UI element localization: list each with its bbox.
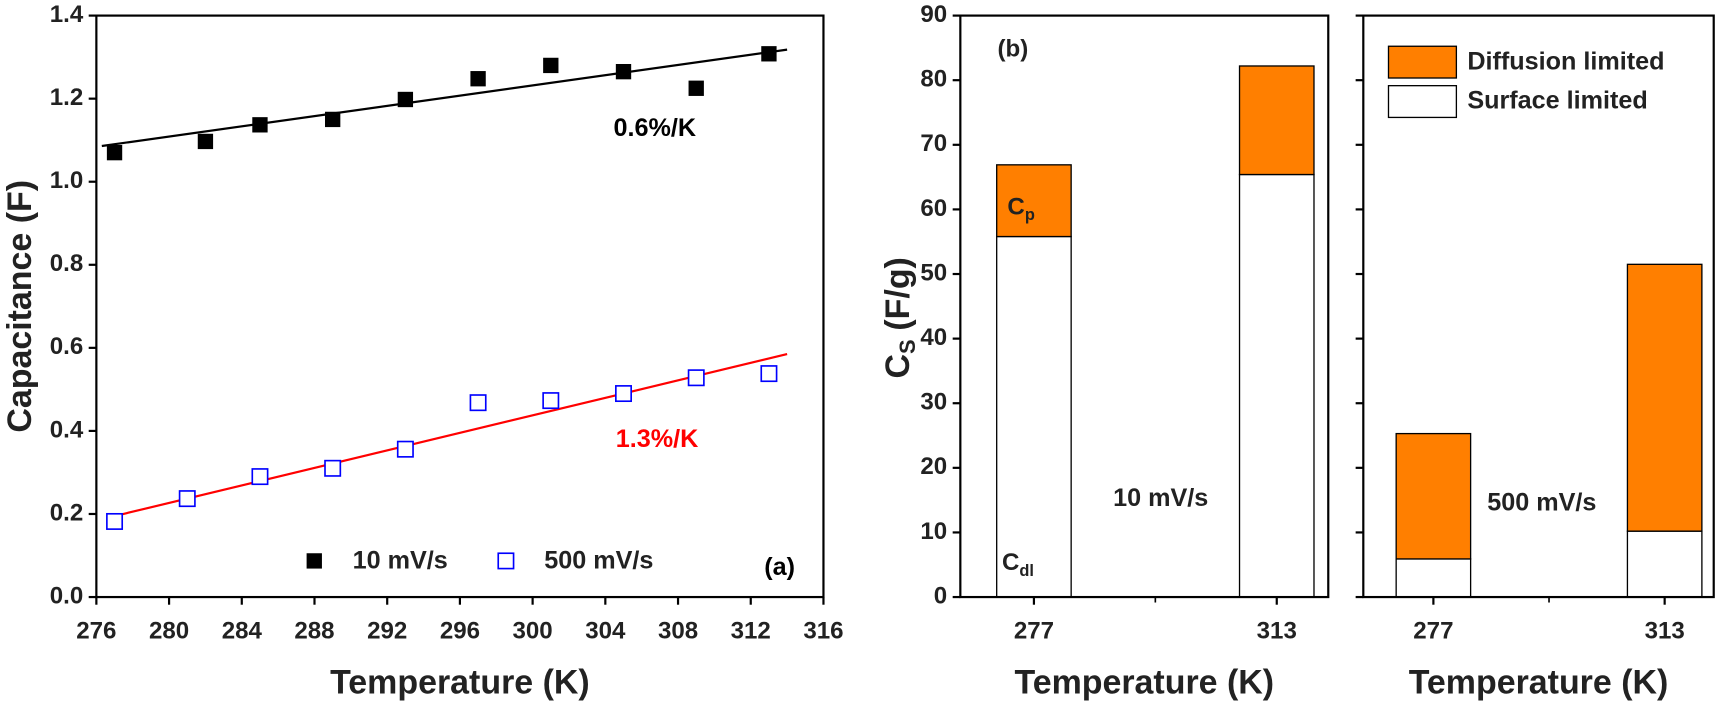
- bar-segment: [1626, 263, 1703, 532]
- panel-label: 500 mV/s: [1487, 489, 1596, 517]
- data-point: [106, 144, 123, 161]
- plot-frame: [959, 14, 1330, 599]
- data-point: [178, 490, 196, 508]
- data-point: [615, 63, 632, 80]
- annotation: (b): [998, 36, 1029, 63]
- x-tick-label: 277: [1014, 617, 1054, 644]
- data-point: [197, 133, 214, 150]
- y-tick-label: 50: [920, 259, 947, 286]
- fit-line: [114, 353, 788, 518]
- bar-segment: [1238, 173, 1315, 598]
- data-point: [761, 46, 777, 62]
- annotation: Cdl: [1002, 550, 1034, 581]
- annotation-main: (b): [998, 36, 1029, 63]
- x-tick-label: 316: [803, 617, 843, 644]
- data-point: [106, 512, 124, 530]
- legend-label: Surface limited: [1467, 87, 1647, 115]
- y-tick-label: 0.8: [50, 250, 83, 277]
- x-axis-label: Temperature (K): [330, 664, 590, 702]
- y-label-sub: S: [895, 339, 920, 354]
- x-tick-label: 308: [658, 617, 698, 644]
- legend-swatch: [1387, 45, 1458, 79]
- bar-segment: [1395, 558, 1472, 598]
- y-tick-label: 1.0: [50, 167, 83, 194]
- legend-swatch: [1387, 85, 1458, 119]
- y-tick-label: 20: [920, 453, 947, 480]
- fit-line: [101, 48, 788, 148]
- data-point: [687, 369, 705, 387]
- bar-segment: [1395, 432, 1472, 560]
- data-point: [397, 91, 414, 108]
- legend-marker: [497, 552, 515, 570]
- bar-segment: [996, 235, 1072, 598]
- annotation-main: C: [1007, 194, 1024, 221]
- y-tick-label: 70: [920, 130, 947, 157]
- y-tick-label: 0: [934, 582, 947, 609]
- data-point: [325, 111, 341, 128]
- data-point: [542, 392, 560, 410]
- legend-label: Diffusion limited: [1467, 47, 1664, 75]
- data-point: [251, 468, 269, 486]
- annotation: (a): [764, 553, 795, 581]
- y-axis-label: CS (F/g): [879, 257, 920, 378]
- data-point: [470, 71, 486, 87]
- data-point: [760, 365, 778, 383]
- x-axis-label: Temperature (K): [1014, 664, 1274, 702]
- data-point: [396, 440, 414, 458]
- data-point: [469, 394, 487, 412]
- x-tick-label: 292: [367, 617, 407, 644]
- annotation-main: C: [1002, 550, 1019, 577]
- y-tick-label: 30: [920, 389, 947, 416]
- y-tick-label: 0.4: [50, 416, 84, 443]
- x-tick-label: 312: [731, 617, 771, 644]
- y-tick-label: 90: [920, 1, 947, 28]
- y-tick-label: 0.0: [50, 582, 83, 609]
- data-point: [615, 385, 632, 403]
- y-tick-label: 1.4: [50, 1, 84, 28]
- y-axis-label: Capacitance (F): [1, 180, 39, 433]
- data-point: [543, 57, 559, 74]
- y-tick-label: 0.6: [50, 333, 83, 360]
- x-tick-label: 313: [1257, 617, 1297, 644]
- plot-frame: [1362, 14, 1715, 599]
- y-tick-label: 10: [920, 518, 947, 545]
- annotation-sub: p: [1025, 206, 1035, 224]
- annotation: 0.6%/K: [614, 114, 697, 142]
- bar-segment: [996, 164, 1072, 238]
- x-tick-label: 304: [585, 617, 626, 644]
- x-tick-label: 284: [222, 617, 263, 644]
- x-tick-label: 280: [149, 617, 189, 644]
- x-tick-label: 276: [76, 617, 116, 644]
- bar-segment: [1626, 530, 1703, 598]
- y-tick-label: 40: [920, 324, 947, 351]
- y-tick-label: 60: [920, 195, 947, 222]
- x-tick-label: 288: [294, 617, 334, 644]
- panel-label: 10 mV/s: [1113, 484, 1208, 512]
- y-label-rest: (F/g): [879, 257, 917, 331]
- y-tick-label: 1.2: [50, 84, 83, 111]
- y-tick-label: 80: [920, 66, 947, 93]
- y-label-main: C: [879, 354, 917, 379]
- legend-label: 500 mV/s: [544, 547, 653, 575]
- data-point: [688, 80, 704, 96]
- bar-segment: [1238, 65, 1315, 176]
- annotation: 1.3%/K: [616, 425, 699, 453]
- data-point: [252, 117, 268, 133]
- plot-frame: [95, 14, 825, 599]
- data-point: [324, 459, 342, 477]
- legend-label: 10 mV/s: [353, 547, 448, 575]
- x-tick-label: 296: [440, 617, 480, 644]
- annotation: Cp: [1007, 194, 1034, 225]
- y-tick-label: 0.2: [50, 499, 83, 526]
- x-tick-label: 313: [1645, 617, 1685, 644]
- x-axis-label: Temperature (K): [1409, 664, 1669, 702]
- legend-marker: [306, 553, 322, 569]
- x-tick-label: 300: [513, 617, 553, 644]
- x-tick-label: 277: [1413, 617, 1453, 644]
- annotation-sub: dl: [1019, 562, 1034, 580]
